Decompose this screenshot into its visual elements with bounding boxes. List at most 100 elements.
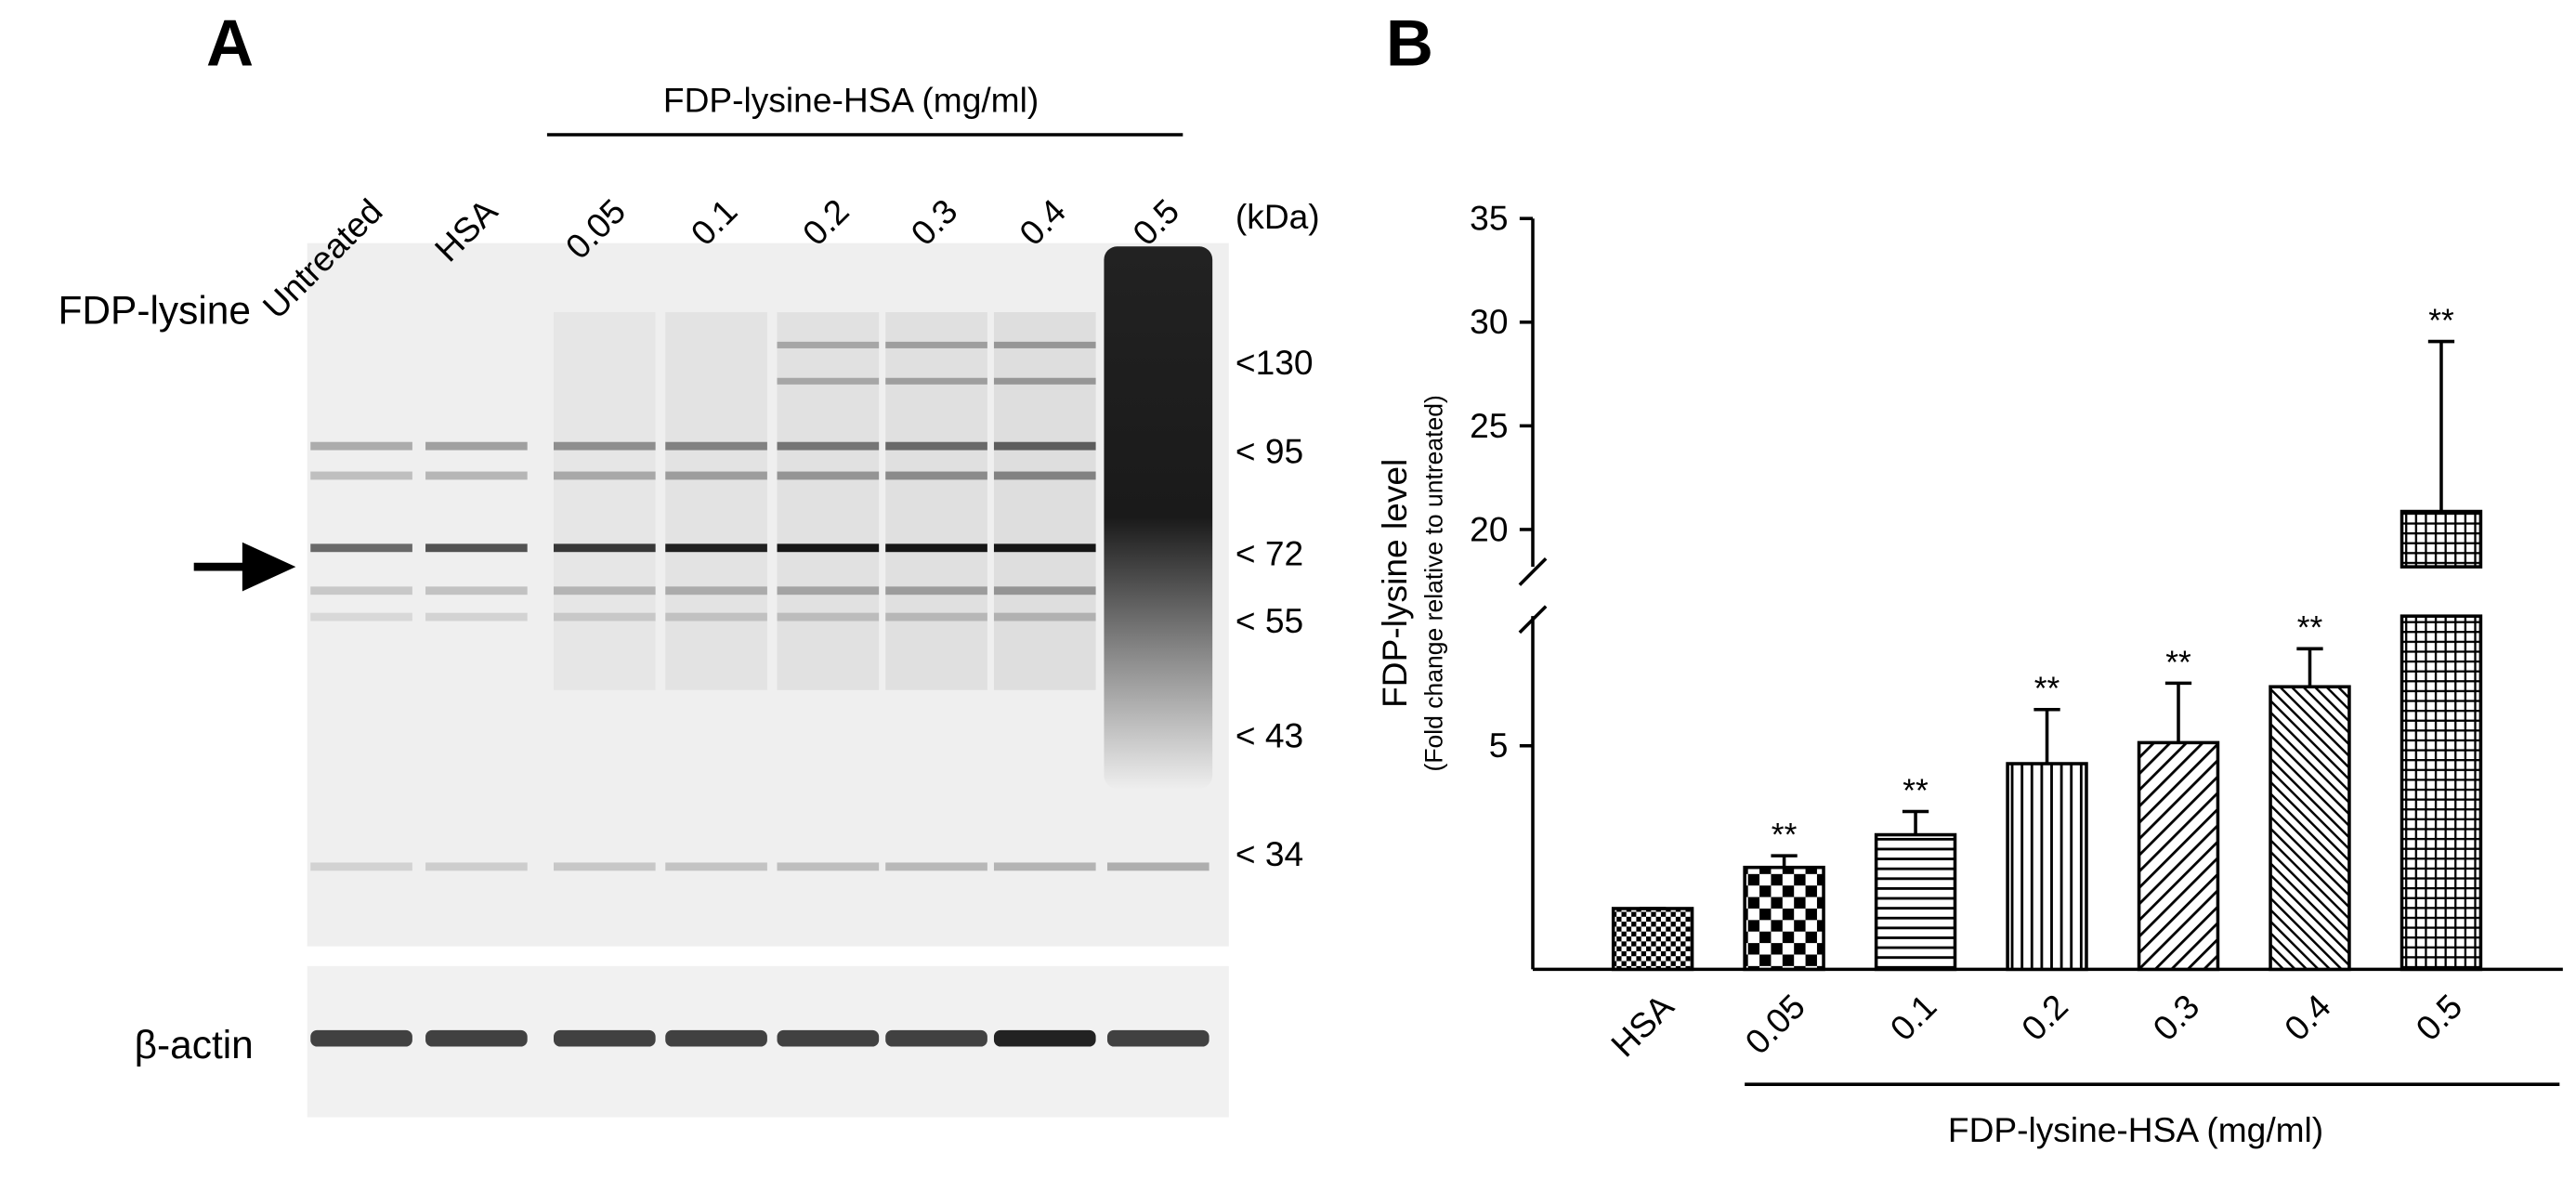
bar [1611, 907, 1694, 972]
x-axis-label: FDP-lysine-HSA (mg/ml) [1948, 1110, 2323, 1149]
significance: ** [1903, 773, 1929, 809]
smear [665, 312, 767, 690]
x-tick-label: 0.2 [2014, 987, 2075, 1048]
band [665, 612, 767, 622]
band [993, 586, 1096, 596]
panel-letter: A [206, 7, 254, 80]
band [777, 471, 880, 480]
band [1106, 862, 1210, 871]
x-tick-label: HSA [1603, 987, 1681, 1065]
band [665, 471, 767, 480]
band [885, 341, 987, 348]
x-tick-label: 0.5 [2408, 987, 2469, 1048]
band [993, 612, 1096, 622]
band [885, 612, 987, 622]
row-label: FDP-lysine [58, 288, 251, 332]
bar-segment [2399, 614, 2483, 972]
y-tick-label: 5 [1489, 726, 1509, 765]
band [777, 441, 880, 451]
y-tick-label: 35 [1470, 199, 1508, 238]
bar-segment [1743, 865, 1825, 972]
band [553, 1029, 656, 1047]
marker-label: < 34 [1236, 834, 1303, 873]
band [553, 586, 656, 596]
band [425, 543, 528, 553]
significance: ** [1772, 818, 1798, 854]
band [885, 586, 987, 596]
bar-segment [2006, 762, 2088, 972]
smear [993, 312, 1096, 690]
band [553, 441, 656, 451]
smear [554, 312, 656, 690]
band [777, 586, 880, 596]
band [310, 441, 412, 451]
band [310, 471, 412, 480]
error-bar [1902, 809, 1929, 835]
smear [1104, 246, 1213, 789]
band [993, 471, 1096, 480]
error-bar [2033, 708, 2060, 765]
bar [1874, 832, 1957, 972]
panel-letter: B [1386, 7, 1433, 80]
error-bar [2164, 681, 2192, 743]
y-axis-label: FDP-lysine level [1375, 459, 1414, 708]
bar [2399, 509, 2483, 972]
band [310, 1029, 412, 1047]
marker-label: < 43 [1236, 716, 1303, 755]
band [885, 862, 987, 871]
unit-label: (kDa) [1236, 197, 1320, 236]
band [553, 862, 656, 871]
significance: ** [2428, 303, 2454, 339]
band [885, 441, 987, 451]
band [553, 543, 656, 553]
error-bar [2296, 647, 2323, 687]
marker-label: < 72 [1236, 533, 1303, 572]
marker-label: < 55 [1236, 601, 1303, 640]
bar [2269, 685, 2351, 972]
error-bar [2427, 339, 2455, 512]
significance: ** [2297, 610, 2323, 647]
band [885, 471, 987, 480]
band [885, 543, 987, 553]
band [777, 377, 880, 385]
bar-segment [1611, 907, 1694, 972]
arrow [193, 542, 296, 592]
band [310, 612, 412, 622]
x-tick-label: 0.1 [1882, 987, 1943, 1048]
band [993, 341, 1096, 348]
band [310, 862, 412, 871]
band [553, 612, 656, 622]
bar [1743, 865, 1825, 972]
band [425, 612, 528, 622]
row-label: β-actin [135, 1023, 254, 1067]
band [665, 441, 767, 451]
x-tick-label: 0.3 [2145, 987, 2206, 1048]
group-label: FDP-lysine-HSA (mg/ml) [663, 80, 1039, 119]
y-tick-label: 30 [1470, 302, 1508, 341]
band [777, 1029, 880, 1047]
band [993, 377, 1096, 385]
band [993, 441, 1096, 451]
marker-label: < 95 [1236, 432, 1303, 471]
band [993, 862, 1096, 871]
band [777, 612, 880, 622]
bar [2137, 740, 2220, 972]
bar-segment [2399, 509, 2483, 569]
smear [885, 312, 987, 690]
significance: ** [2165, 645, 2191, 681]
band [1106, 1029, 1210, 1047]
band [993, 543, 1096, 553]
band [777, 543, 880, 553]
band [665, 862, 767, 871]
band [310, 586, 412, 596]
y-tick-label: 25 [1470, 406, 1508, 445]
band [665, 543, 767, 553]
y-axis-sublabel: (Fold change relative to untreated) [1420, 395, 1448, 771]
marker-label: <130 [1236, 343, 1314, 382]
band [777, 862, 880, 871]
y-tick-label: 20 [1470, 509, 1508, 548]
band [425, 471, 528, 480]
bar-segment [1874, 832, 1957, 972]
band [993, 1029, 1096, 1047]
